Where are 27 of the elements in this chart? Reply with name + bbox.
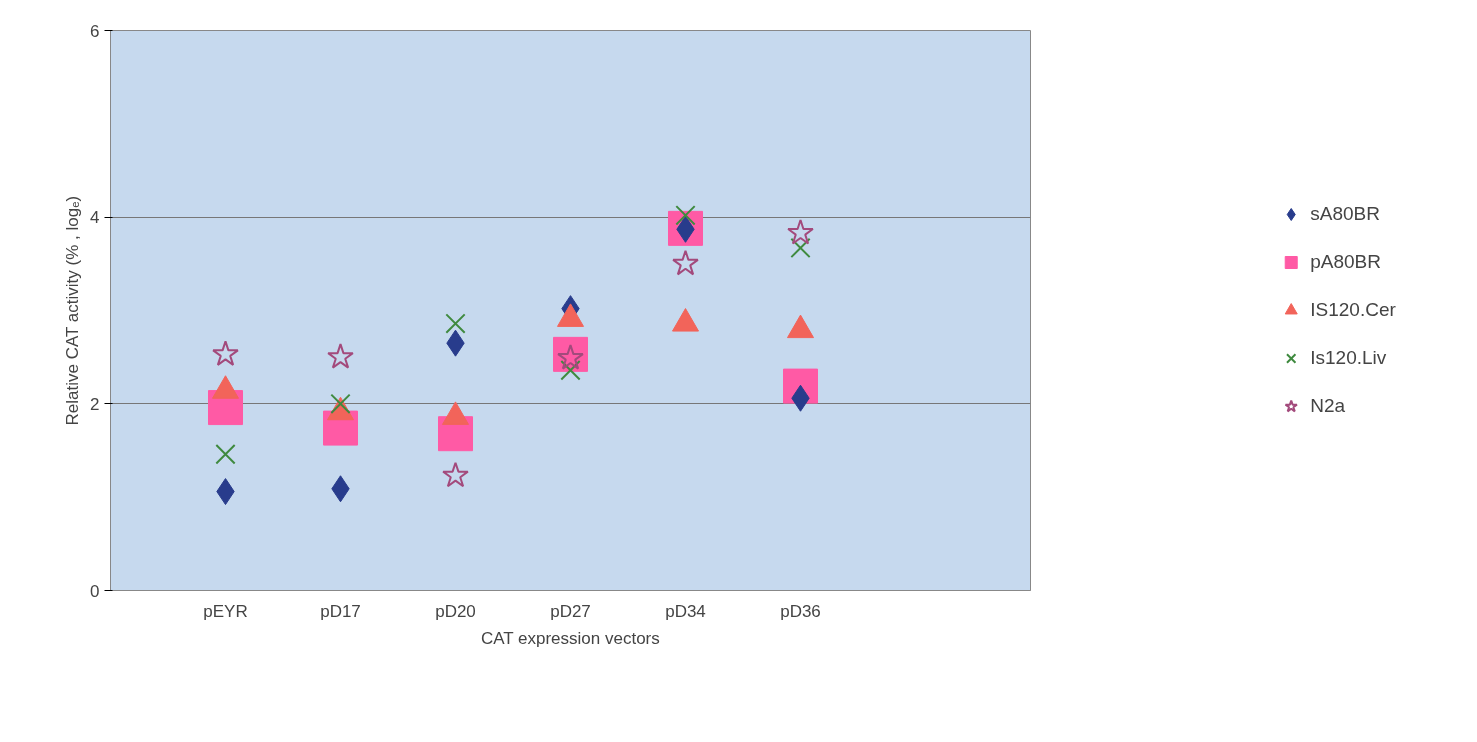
point xyxy=(672,249,699,276)
y-tick-label: 0 xyxy=(90,581,100,601)
point xyxy=(790,237,811,259)
point xyxy=(327,343,354,369)
y-tick-label: 2 xyxy=(90,394,100,414)
legend-label: sA80BR xyxy=(1310,203,1380,225)
x-tick-label: pD17 xyxy=(320,601,361,621)
point xyxy=(442,461,469,488)
x-tick-label: pD36 xyxy=(780,601,821,621)
x-tick-label: pEYR xyxy=(203,601,248,621)
x-axis-title: CAT expression vectors xyxy=(480,628,660,648)
legend-label: N2a xyxy=(1310,395,1346,417)
x-tick-label: pD34 xyxy=(665,601,706,621)
legend-label: Is120.Liv xyxy=(1310,347,1387,369)
legend-label: IS120.Cer xyxy=(1310,299,1396,321)
point xyxy=(212,340,239,366)
point xyxy=(445,313,466,334)
y-tick-label: 6 xyxy=(90,21,100,41)
point xyxy=(787,219,814,245)
y-tick-label: 4 xyxy=(90,208,100,228)
legend-label: pA80BR xyxy=(1310,251,1382,273)
y-axis-title: Relative CAT activity (% , logₑ) xyxy=(63,195,83,426)
x-tick-label: pD27 xyxy=(550,601,591,621)
point xyxy=(215,444,236,465)
x-tick-label: pD20 xyxy=(435,601,476,621)
point xyxy=(560,360,581,381)
point xyxy=(675,205,696,226)
